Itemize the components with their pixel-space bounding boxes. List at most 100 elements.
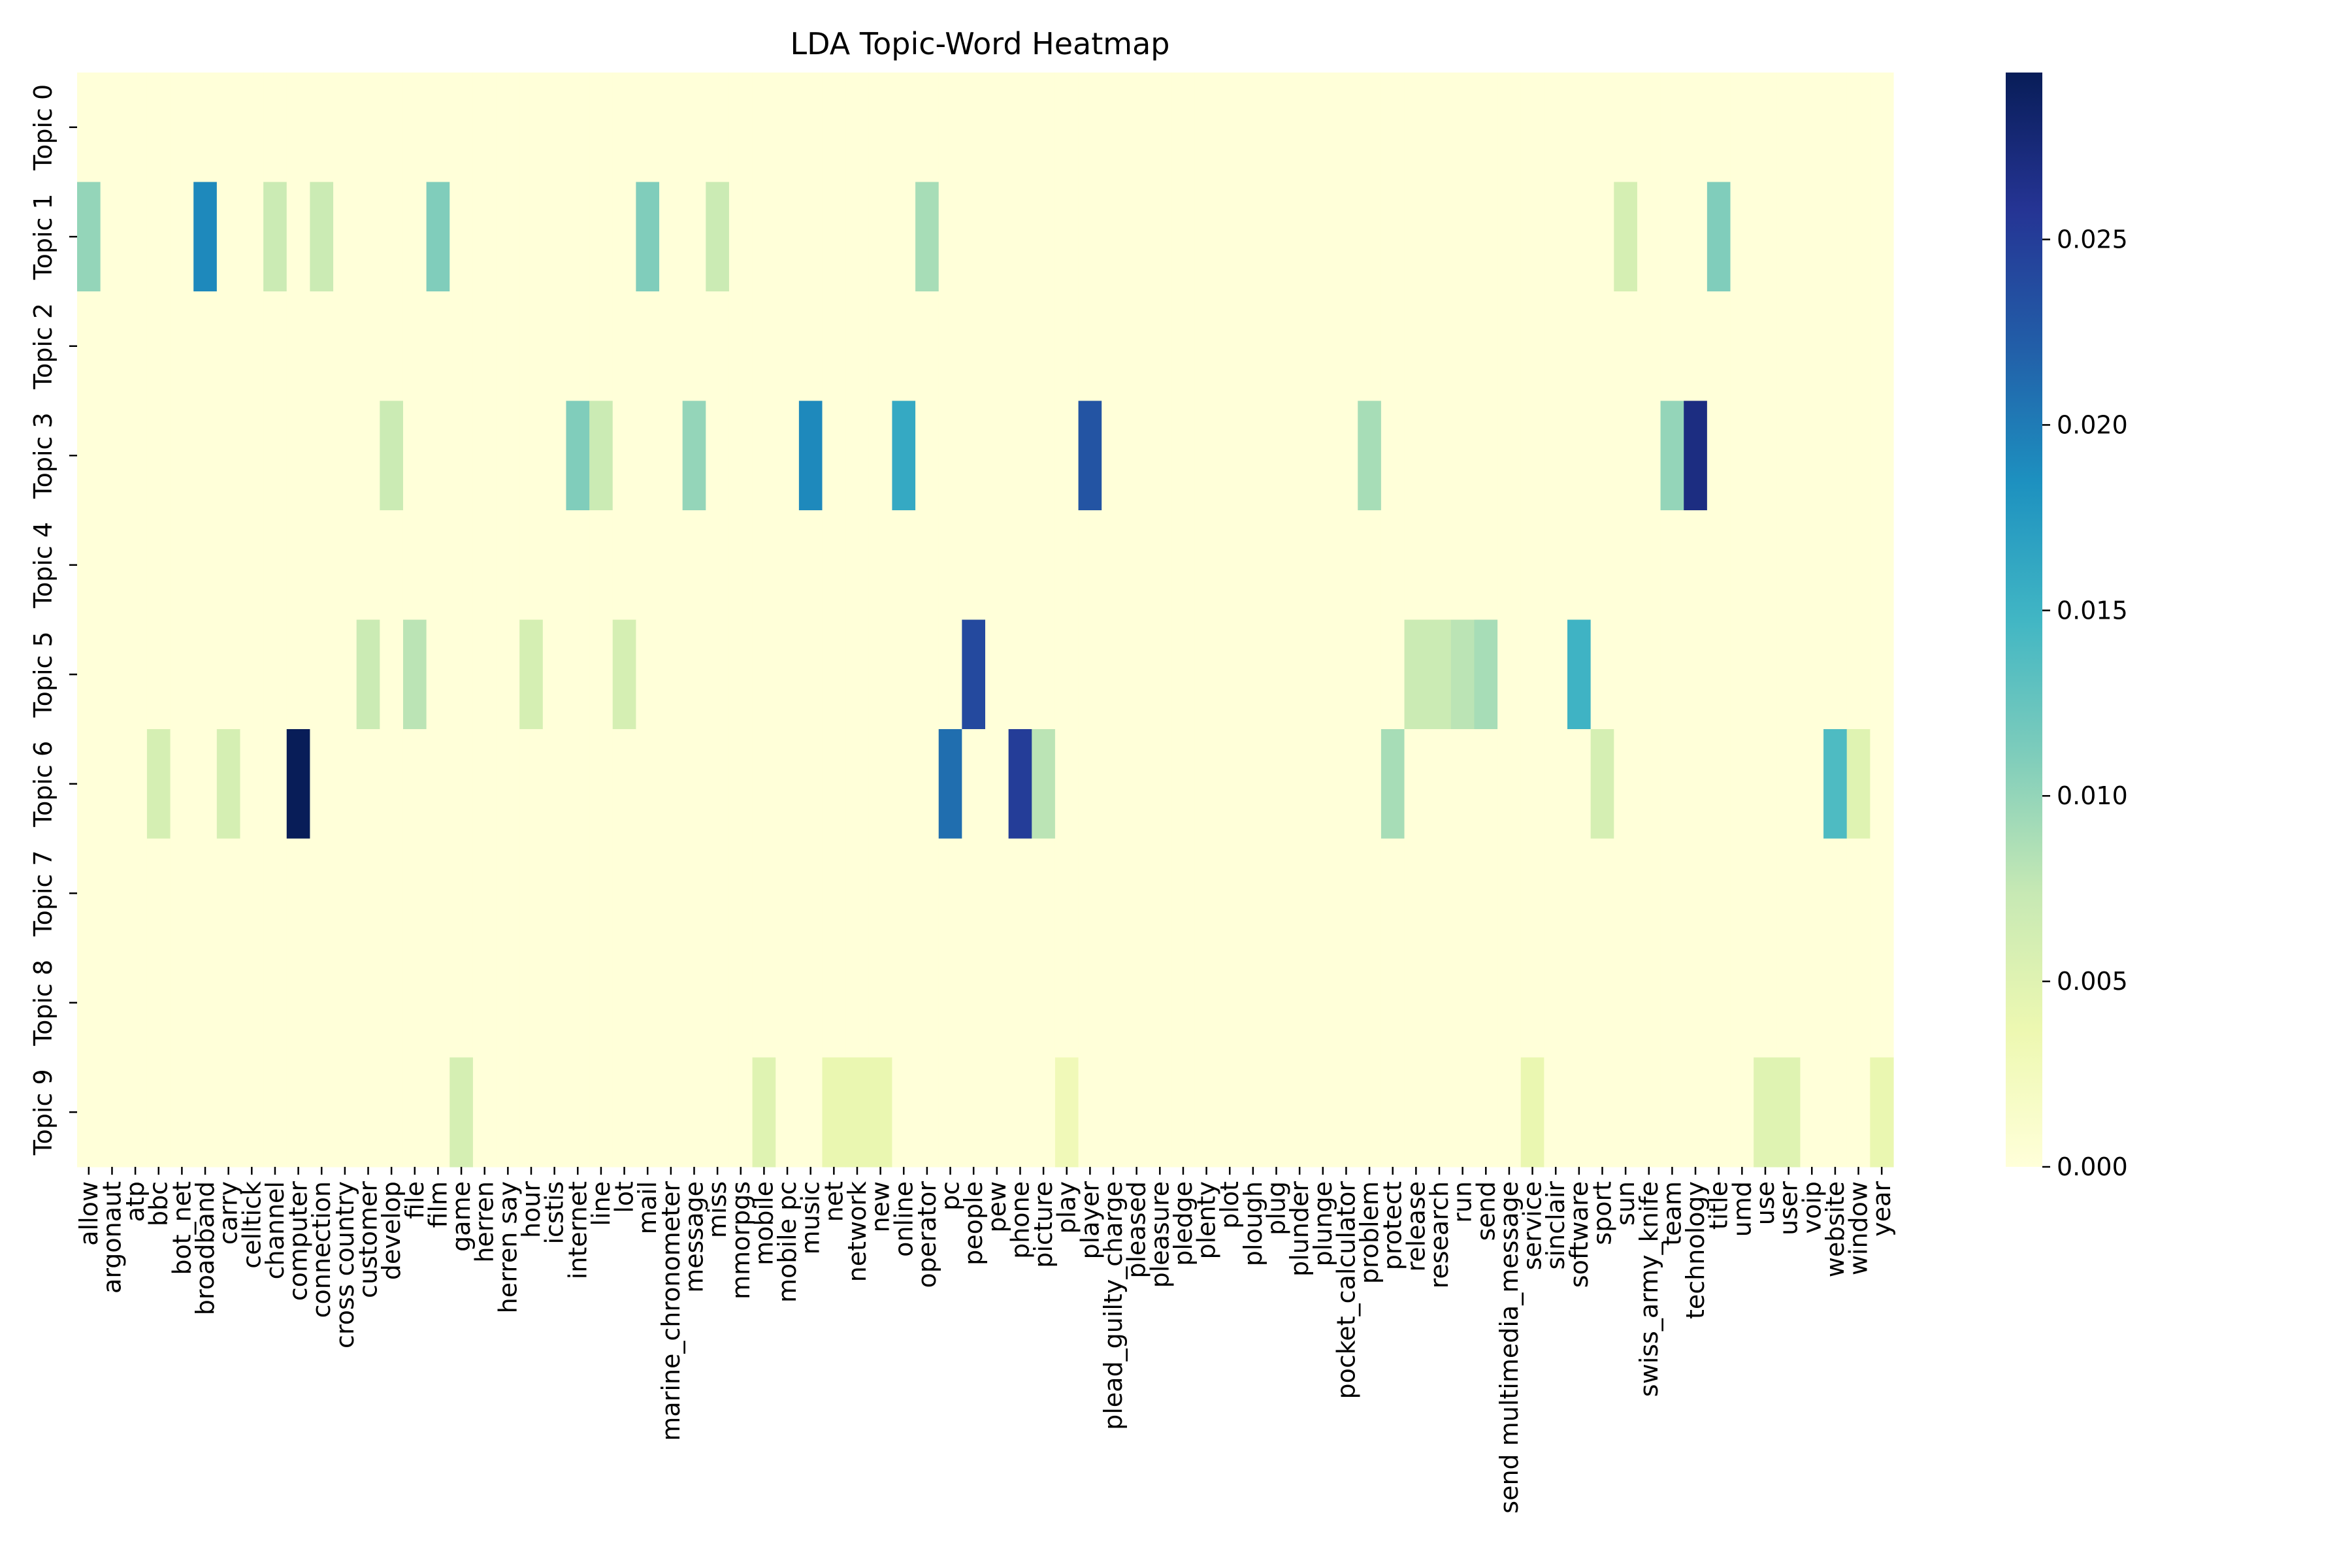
- heatmap-cell: [170, 73, 194, 183]
- heatmap-cell: [1311, 729, 1335, 840]
- heatmap-cell: [496, 948, 520, 1058]
- heatmap-cell: [1078, 619, 1102, 730]
- heatmap-cell: [1264, 619, 1288, 730]
- heatmap-cell: [1660, 73, 1684, 183]
- colorbar-tick-label: 0.015: [2057, 596, 2128, 625]
- heatmap-cell: [310, 73, 334, 183]
- heatmap-cell: [1358, 182, 1382, 292]
- heatmap-cell: [380, 838, 404, 949]
- heatmap-cell: [333, 291, 357, 402]
- heatmap-cell: [146, 948, 171, 1058]
- heatmap-cell: [1380, 948, 1405, 1058]
- heatmap-cell: [402, 619, 427, 730]
- heatmap-cell: [1637, 73, 1661, 183]
- heatmap-cell: [1380, 400, 1405, 511]
- heatmap-cell: [1846, 838, 1870, 949]
- x-tick-label: sport: [1588, 1181, 1616, 1245]
- heatmap-cell: [1334, 729, 1358, 840]
- heatmap-cell: [1078, 182, 1102, 292]
- heatmap-cell: [193, 948, 218, 1058]
- heatmap-cell: [1288, 619, 1312, 730]
- heatmap-cell: [589, 948, 613, 1058]
- heatmap-cell: [1660, 400, 1684, 511]
- heatmap-cell: [798, 400, 823, 511]
- heatmap-cell: [1474, 510, 1498, 621]
- heatmap-cell: [589, 182, 613, 292]
- heatmap-cell: [915, 182, 939, 292]
- heatmap-cell: [1544, 619, 1568, 730]
- heatmap-cell: [776, 948, 800, 1058]
- heatmap-cell: [1800, 73, 1824, 183]
- heatmap-cell: [962, 510, 986, 621]
- heatmap-cell: [1264, 182, 1288, 292]
- heatmap-cell: [1334, 838, 1358, 949]
- x-tick-label: technology: [1681, 1181, 1710, 1319]
- heatmap-cell: [402, 400, 427, 511]
- heatmap-cell: [496, 838, 520, 949]
- heatmap-cell: [286, 400, 311, 511]
- x-tick-label: pleasure: [1145, 1181, 1174, 1288]
- heatmap-cell: [1288, 948, 1312, 1058]
- heatmap-cell: [380, 291, 404, 402]
- heatmap-cell: [1241, 948, 1266, 1058]
- heatmap-cell: [1870, 510, 1894, 621]
- heatmap-cell: [1241, 619, 1266, 730]
- heatmap-cell: [636, 729, 660, 840]
- heatmap-cell: [542, 73, 567, 183]
- heatmap-cell: [962, 729, 986, 840]
- heatmap-cell: [822, 291, 846, 402]
- heatmap-cell: [380, 1057, 404, 1168]
- x-tick-label: online: [889, 1181, 918, 1257]
- heatmap-cell: [1428, 510, 1452, 621]
- heatmap-cell: [496, 291, 520, 402]
- heatmap-cell: [1054, 291, 1079, 402]
- heatmap-cell: [1404, 291, 1428, 402]
- heatmap-cell: [776, 400, 800, 511]
- heatmap-cell: [1660, 1057, 1684, 1168]
- x-tick-label: bot_net: [167, 1181, 196, 1275]
- x-tick-label: celltick: [237, 1181, 266, 1269]
- heatmap-cell: [1684, 619, 1708, 730]
- y-axis: Topic 0 Topic 1 Topic 2 Topic 3 Topic 4 Topic…: [29, 84, 77, 1156]
- heatmap-cell: [1474, 1057, 1498, 1168]
- heatmap-cell: [1054, 838, 1079, 949]
- heatmap-cell: [636, 510, 660, 621]
- heatmap-cell: [519, 182, 544, 292]
- heatmap-cell: [310, 400, 334, 511]
- heatmap-cell: [1776, 1057, 1801, 1168]
- x-tick-label: music: [796, 1181, 825, 1254]
- colorbar-tick-label: 0.005: [2057, 967, 2128, 996]
- x-tick-label: people: [959, 1181, 988, 1266]
- heatmap-cell: [1567, 1057, 1592, 1168]
- heatmap-cell: [985, 510, 1009, 621]
- x-tick-label: use: [1751, 1181, 1780, 1225]
- heatmap-cell: [1730, 948, 1754, 1058]
- heatmap-cell: [1008, 948, 1032, 1058]
- heatmap-cell: [798, 619, 823, 730]
- heatmap-cell: [310, 948, 334, 1058]
- heatmap-cell: [1334, 1057, 1358, 1168]
- heatmap-cell: [1800, 729, 1824, 840]
- heatmap-cell: [1823, 948, 1848, 1058]
- heatmap-cell: [1194, 400, 1219, 511]
- heatmap-cell: [1660, 948, 1684, 1058]
- heatmap-cell: [915, 838, 939, 949]
- x-tick-label: network: [843, 1181, 872, 1282]
- heatmap-cell: [1404, 182, 1428, 292]
- heatmap-cell: [286, 838, 311, 949]
- heatmap-cell: [659, 291, 683, 402]
- heatmap-cell: [589, 510, 613, 621]
- heatmap-cell: [1497, 729, 1522, 840]
- heatmap-cell: [985, 182, 1009, 292]
- colorbar-tick-label: 0.000: [2057, 1152, 2128, 1181]
- heatmap-cell: [892, 291, 916, 402]
- heatmap-cell: [1428, 619, 1452, 730]
- heatmap-cell: [356, 948, 380, 1058]
- heatmap-cell: [1148, 291, 1172, 402]
- heatmap-cell: [1520, 948, 1544, 1058]
- heatmap-cell: [1358, 619, 1382, 730]
- heatmap-cell: [380, 73, 404, 183]
- heatmap-cell: [426, 73, 450, 183]
- heatmap-cell: [1754, 1057, 1778, 1168]
- heatmap-cell: [310, 1057, 334, 1168]
